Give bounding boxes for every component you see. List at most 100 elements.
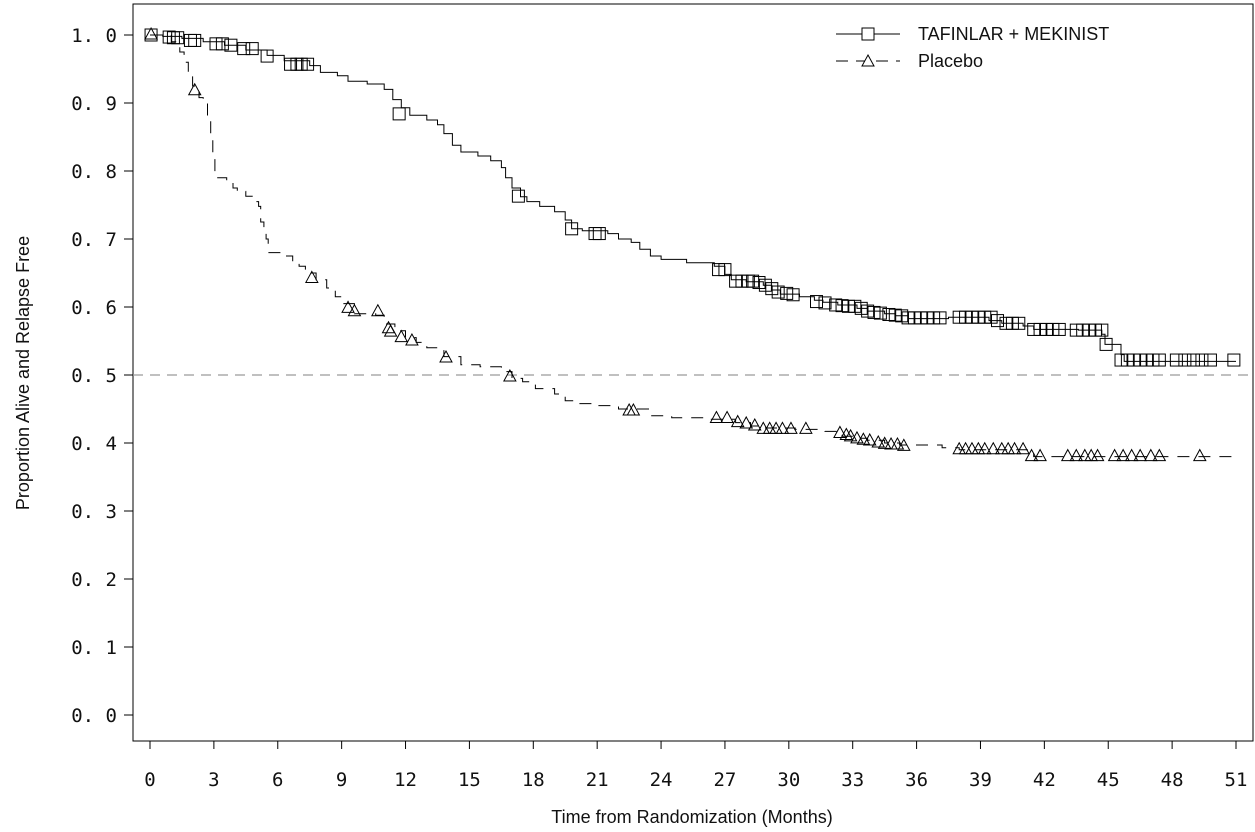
censor-marker-square: [565, 222, 579, 236]
censor-marker-triangle: [503, 368, 517, 382]
legend-marker-square: [861, 27, 875, 41]
censor-marker-square: [810, 295, 824, 309]
censor-marker-triangle: [890, 436, 905, 450]
censor-marker-triangle: [1192, 448, 1207, 462]
x-tick-label: 18: [522, 769, 545, 791]
censor-marker-triangle: [720, 410, 734, 424]
censor-marker-square: [1178, 353, 1192, 367]
x-tick-label: 33: [841, 769, 864, 791]
censor-marker-square: [1203, 353, 1217, 367]
censor-marker-triangle: [1124, 448, 1139, 462]
censor-marker-triangle: [1090, 448, 1105, 462]
censor-marker-square: [718, 263, 732, 277]
censor-marker-triangle: [626, 402, 641, 416]
y-tick-label: 0. 4: [71, 433, 117, 455]
y-tick-label: 0. 1: [71, 637, 117, 659]
y-tick-label: 0. 3: [71, 501, 117, 523]
censor-marker-triangle: [877, 436, 892, 449]
censor-marker-square: [1227, 353, 1241, 367]
censor-marker-triangle: [383, 324, 398, 337]
censor-marker-triangle: [1084, 448, 1099, 462]
x-tick-label: 0: [144, 769, 155, 791]
censor-marker-square: [188, 33, 202, 47]
censor-marker-triangle: [439, 349, 453, 363]
x-tick-label: 6: [272, 769, 283, 791]
censor-marker-triangle: [304, 270, 319, 283]
censor-marker-triangle: [1001, 441, 1015, 455]
censor-marker-triangle: [341, 300, 355, 313]
censor-marker-triangle: [1077, 448, 1092, 462]
censor-marker-square: [1012, 316, 1026, 330]
censor-marker-square: [771, 285, 785, 299]
survival-curve: [150, 34, 1236, 362]
x-tick-label: 15: [458, 769, 481, 791]
x-tick-label: 21: [586, 769, 609, 791]
censor-marker-triangle: [730, 414, 745, 428]
censor-marker-triangle: [1133, 448, 1148, 462]
y-tick-label: 0. 8: [71, 161, 117, 183]
censor-marker-triangle: [850, 430, 864, 444]
survival-curve: [150, 34, 1236, 458]
x-tick-label: 9: [336, 769, 347, 791]
censor-marker-square: [1169, 353, 1183, 367]
censor-marker-triangle: [709, 410, 724, 424]
censor-marker-triangle: [799, 421, 813, 434]
censor-marker-square: [1152, 353, 1166, 367]
censor-marker-square: [1052, 322, 1066, 336]
censor-marker-square: [588, 227, 602, 241]
censor-marker-square: [786, 288, 800, 302]
censor-marker-triangle: [405, 332, 419, 346]
censor-marker-triangle: [1152, 448, 1167, 462]
censor-marker-triangle: [833, 425, 847, 438]
censor-marker-square: [301, 57, 315, 71]
censor-marker-square: [245, 42, 259, 56]
censor-marker-triangle: [381, 320, 396, 334]
censor-marker-triangle: [839, 427, 854, 441]
censor-marker-triangle: [1033, 448, 1047, 462]
censor-marker-triangle: [371, 303, 385, 317]
legend-label-placebo: Placebo: [918, 51, 983, 71]
y-axis-title: Proportion Alive and Relapse Free: [13, 236, 33, 510]
x-tick-label: 39: [969, 769, 992, 791]
censor-marker-triangle: [896, 438, 911, 451]
y-tick-label: 1. 0: [71, 25, 117, 47]
censor-marker-square: [260, 49, 274, 63]
censor-marker-triangle: [1060, 448, 1075, 462]
series-layer: [144, 26, 1241, 462]
censor-marker-square: [215, 37, 229, 51]
censor-marker-triangle: [784, 421, 798, 434]
censor-marker-square: [1095, 323, 1109, 337]
censor-marker-triangle: [1007, 441, 1022, 455]
censor-marker-square: [237, 42, 251, 56]
censor-marker-square: [1195, 353, 1209, 367]
censor-marker-square: [933, 311, 947, 325]
y-tick-label: 0. 2: [71, 569, 117, 591]
series-tafinlar-mekinist: [144, 28, 1241, 367]
x-tick-label: 27: [713, 769, 736, 791]
censor-marker-square: [991, 314, 1005, 328]
series-placebo: [144, 26, 1236, 462]
x-tick-label: 12: [394, 769, 417, 791]
censor-marker-triangle: [871, 434, 886, 448]
censor-marker-triangle: [622, 402, 636, 416]
censor-marker-square: [873, 306, 887, 320]
censor-marker-triangle: [862, 432, 877, 446]
censor-marker-triangle: [843, 428, 858, 442]
censor-marker-triangle: [775, 421, 790, 434]
censor-marker-triangle: [958, 441, 973, 455]
y-tick-label: 0. 6: [71, 297, 117, 319]
x-tick-label: 45: [1097, 769, 1120, 791]
censor-marker-square: [511, 189, 525, 203]
censor-marker-triangle: [994, 441, 1009, 455]
censor-marker-triangle: [1024, 448, 1039, 462]
y-tick-label: 0. 5: [71, 365, 117, 387]
censor-marker-triangle: [1016, 441, 1030, 455]
censor-marker-triangle: [884, 436, 898, 450]
censor-marker-triangle: [394, 329, 409, 343]
censor-marker-triangle: [856, 432, 871, 445]
censor-marker-triangle: [965, 441, 979, 455]
y-tick-label: 0. 7: [71, 229, 117, 251]
legend: TAFINLAR + MEKINIST Placebo: [836, 24, 1109, 71]
censor-marker-square: [183, 33, 197, 47]
censor-marker-triangle: [986, 441, 1001, 455]
